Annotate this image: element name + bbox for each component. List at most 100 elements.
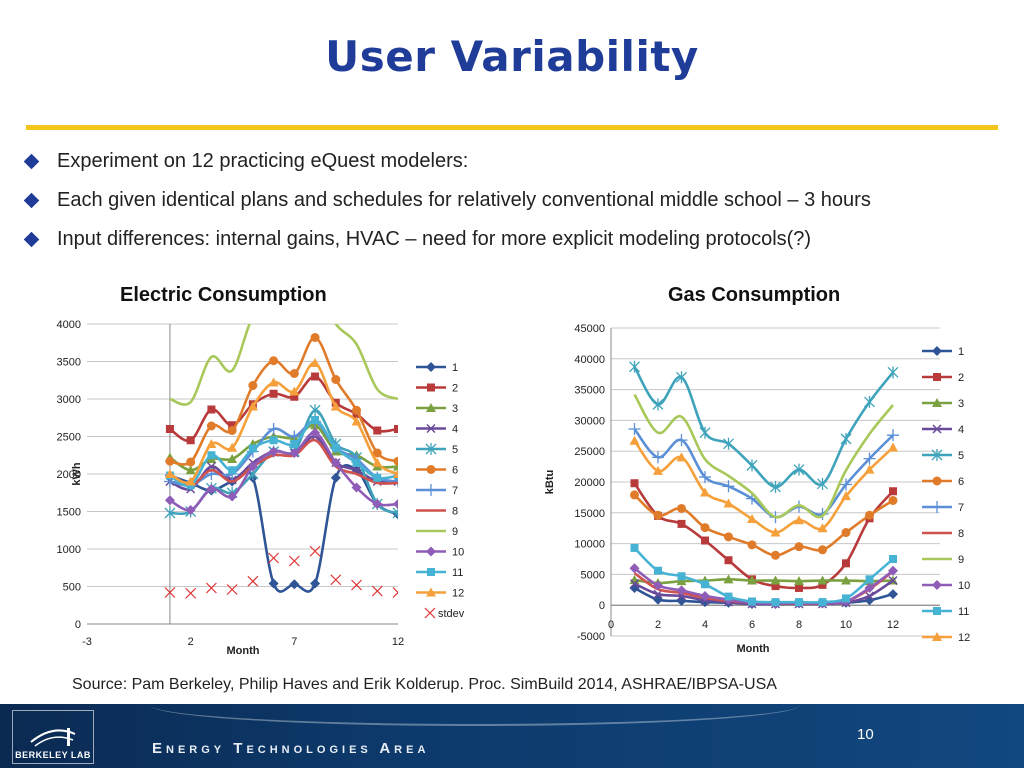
series-line [169, 418, 398, 488]
legend-label: 11 [452, 567, 463, 579]
legend-marker [932, 580, 942, 590]
data-point [371, 498, 383, 510]
legend-marker [931, 501, 943, 513]
data-point [677, 519, 686, 528]
legend-label: 3 [452, 403, 458, 415]
data-point [677, 572, 686, 581]
data-point [863, 452, 876, 465]
data-point [227, 476, 238, 487]
data-point [393, 456, 398, 466]
y-axis-label: kBtu [544, 470, 556, 494]
y-tick-label: 30000 [574, 415, 605, 427]
data-point [165, 471, 174, 480]
legend-label: 6 [958, 476, 964, 488]
data-point [248, 458, 258, 468]
data-point [700, 590, 710, 601]
data-point [817, 523, 828, 533]
data-point [311, 416, 320, 424]
y-tick-label: 2500 [57, 432, 81, 444]
series-line [633, 439, 894, 534]
y-tick-label: 3000 [57, 394, 81, 406]
diamond-bullet-icon [23, 153, 40, 170]
data-point [794, 515, 804, 525]
data-point [247, 575, 259, 587]
data-point [372, 457, 383, 467]
data-point [205, 582, 217, 594]
data-point [247, 472, 258, 483]
data-point [864, 576, 875, 586]
data-point [817, 598, 828, 609]
data-point [887, 366, 899, 379]
data-point [676, 452, 687, 462]
series-line [169, 361, 398, 484]
gas-chart-title: Gas Consumption [668, 284, 841, 306]
gas-chart-plot [628, 360, 899, 609]
x-axis-label: Month [737, 643, 770, 655]
data-point [228, 466, 237, 475]
data-point [185, 478, 196, 488]
legend-marker [426, 587, 436, 597]
data-point [630, 479, 639, 488]
data-point [206, 454, 217, 463]
data-point [393, 461, 398, 471]
data-point [351, 579, 362, 591]
series-line [169, 435, 398, 491]
data-point [817, 477, 828, 490]
data-point [185, 465, 196, 475]
legend-marker [426, 423, 436, 434]
data-point [841, 597, 851, 608]
y-tick-label: 40000 [574, 354, 605, 366]
data-point [748, 597, 756, 606]
data-point [700, 523, 710, 533]
footer-bar: BERKELEY LAB Energy Technologies Area 10 [0, 704, 1024, 768]
data-point [842, 594, 850, 603]
y-tick-label: 20000 [574, 477, 605, 489]
data-point [794, 597, 804, 608]
data-point [165, 456, 175, 466]
data-point [269, 446, 279, 457]
data-point [747, 597, 757, 608]
legend-marker [427, 383, 435, 392]
series-line [169, 420, 398, 487]
data-point [654, 511, 662, 520]
y-tick-label: 0 [75, 619, 81, 631]
data-point [330, 446, 341, 456]
data-point [289, 386, 300, 396]
x-tick-label: 2 [655, 619, 661, 631]
legend-label: 10 [958, 580, 970, 592]
y-tick-label: 5000 [581, 569, 605, 581]
y-tick-label: 1000 [57, 544, 81, 556]
footer-org-name: Energy Technologies Area [152, 740, 430, 757]
data-point [841, 575, 851, 585]
data-point [864, 591, 875, 601]
bullet-item: Experiment on 12 practicing eQuest model… [22, 142, 1022, 181]
diamond-bullet-icon [23, 231, 40, 248]
data-point [206, 484, 217, 494]
data-point [371, 585, 383, 597]
data-point [887, 429, 899, 442]
legend-label: 6 [452, 465, 458, 477]
data-point [268, 445, 280, 458]
x-tick-label: 10 [840, 619, 852, 631]
legend-label: stdev [438, 608, 465, 620]
series-line [634, 578, 894, 585]
y-tick-label: -5000 [577, 631, 605, 643]
data-point [164, 507, 176, 519]
legend-swatch [424, 607, 436, 619]
data-point [865, 514, 874, 523]
data-point [771, 598, 780, 607]
berkeley-lab-logo: BERKELEY LAB [12, 710, 94, 764]
data-point [268, 377, 279, 387]
electric-chart-plot [163, 324, 398, 599]
data-point [392, 507, 398, 519]
data-point [309, 404, 321, 417]
data-point [247, 461, 258, 472]
data-point [290, 440, 299, 448]
data-point [747, 599, 757, 609]
data-point [723, 597, 734, 607]
data-point [289, 579, 300, 590]
data-point [269, 436, 278, 445]
data-point [769, 511, 782, 524]
y-tick-label: 45000 [574, 323, 605, 335]
series-line [633, 393, 895, 519]
